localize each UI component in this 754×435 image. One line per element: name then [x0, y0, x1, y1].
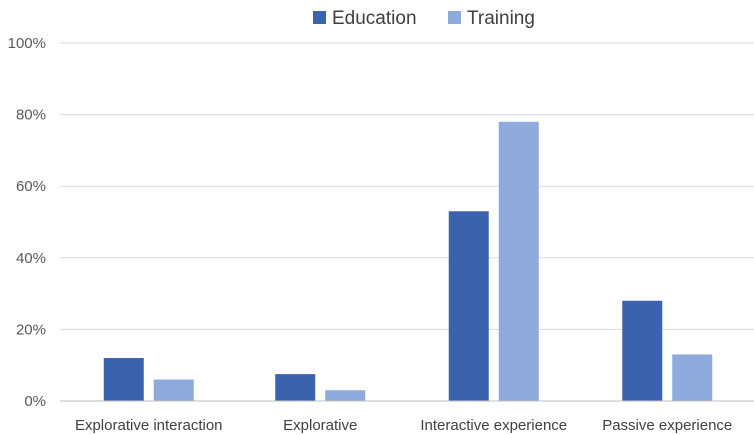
bars: [60, 122, 754, 401]
y-tick-label: 0%: [24, 393, 46, 410]
x-category-label: Explorative interaction: [75, 417, 223, 434]
legend-swatch-training: [448, 11, 461, 24]
y-tick-label: 80%: [16, 107, 46, 124]
bar-training-3: [499, 122, 539, 401]
y-axis-ticks: 0% 20% 40% 60% 80% 100%: [8, 35, 46, 410]
bar-training-2: [325, 390, 365, 401]
x-category-label: Explorative: [283, 417, 357, 434]
y-tick-label: 100%: [8, 35, 46, 52]
x-axis-categories: Explorative interaction Explorative Intera…: [75, 417, 732, 434]
bar-training-4: [672, 354, 712, 401]
bar-education-3: [449, 211, 489, 401]
legend-label-training: Training: [467, 8, 535, 29]
legend: Education Training: [313, 8, 535, 29]
y-tick-label: 20%: [16, 321, 46, 338]
y-tick-label: 40%: [16, 250, 46, 267]
bar-education-1: [104, 358, 144, 401]
bar-education-4: [622, 301, 662, 401]
x-category-label: Passive experience: [602, 417, 732, 434]
y-tick-label: 60%: [16, 178, 46, 195]
legend-label-education: Education: [332, 8, 417, 29]
x-category-label: Interactive experience: [420, 417, 567, 434]
bar-education-2: [275, 374, 315, 401]
bar-training-1: [154, 380, 194, 401]
legend-swatch-education: [313, 11, 326, 24]
